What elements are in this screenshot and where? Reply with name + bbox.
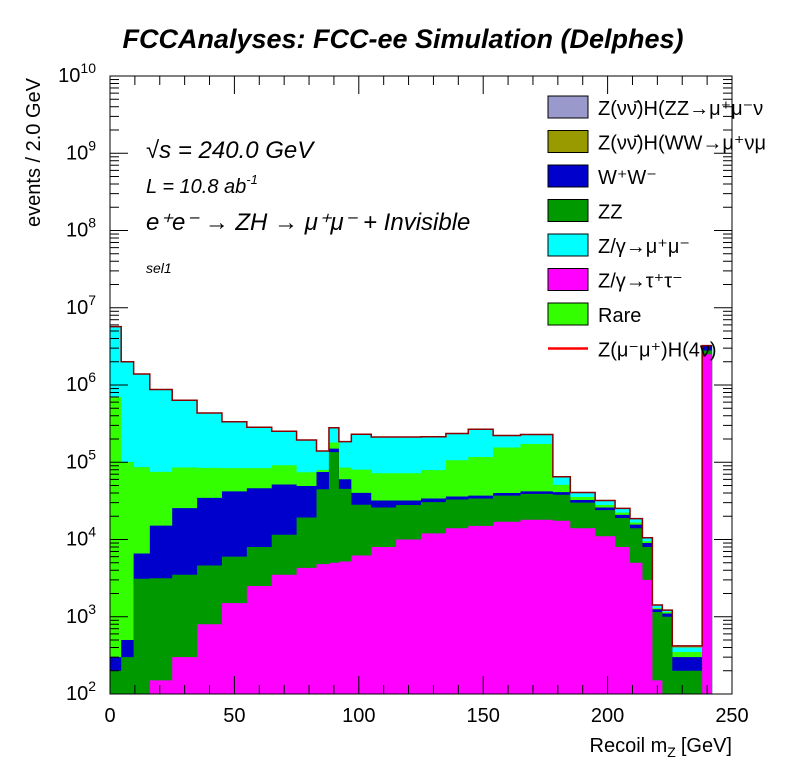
y-tick-label: 105: [66, 446, 96, 473]
legend-label: Z(νν̄)H(ZZ→μ⁺μ⁻ν: [598, 98, 763, 120]
x-tick-label: 150: [467, 705, 500, 727]
y-tick-label: 102: [66, 678, 96, 705]
y-tick-label: 107: [66, 292, 96, 319]
y-tick-label: 103: [66, 601, 96, 628]
legend-swatch: [547, 95, 589, 119]
legend-swatch: [547, 199, 589, 222]
legend: Z(νν̄)H(ZZ→μ⁺μ⁻ν Z(νν̄)H(WW→μ⁺νμ W⁺W⁻ ZZ Z/γ…: [547, 95, 766, 362]
legend-swatch: [547, 233, 589, 257]
legend-label: Z(μ⁻μ⁺)H(4ν): [598, 340, 717, 362]
y-tick-label: 106: [66, 369, 96, 396]
x-tick-labels: 0 50 100 150 200 250: [104, 705, 748, 727]
legend-entry-0: Z(νν̄)H(ZZ→μ⁺μ⁻ν: [547, 95, 763, 120]
stack-layers: [110, 325, 713, 694]
y-tick-label: 109: [66, 137, 96, 164]
y-tick-label: 104: [66, 524, 96, 551]
annotations: √s = 240.0 GeV L = 10.8 ab-1 e⁺e⁻ → ZH →…: [146, 137, 470, 276]
annotation-lumi-exp: -1: [246, 172, 258, 187]
legend-entry-7: Z(μ⁻μ⁺)H(4ν): [548, 340, 717, 362]
x-tick-label: 0: [104, 705, 115, 727]
x-axis-label-main: Recoil m: [590, 735, 668, 757]
annotation-lumi-text: L = 10.8 ab: [146, 176, 246, 198]
legend-label: Rare: [598, 305, 641, 327]
legend-swatch: [547, 302, 589, 326]
legend-entry-4: Z/γ→μ⁺μ⁻: [547, 233, 690, 258]
y-tick-label: 108: [66, 215, 96, 242]
annotation-process: e⁺e⁻ → ZH → μ⁺μ⁻ + Invisible: [146, 209, 470, 236]
axes: [109, 75, 733, 695]
legend-entry-5: Z/γ→τ⁺τ⁻: [547, 268, 683, 293]
annotation-sqrt-s: √s = 240.0 GeV: [146, 137, 315, 164]
legend-swatch: [547, 130, 589, 153]
y-tick-labels: 102 103 104 105 106 107 108 109 1010: [58, 60, 96, 705]
legend-label: ZZ: [598, 202, 622, 224]
x-tick-label: 50: [223, 705, 245, 727]
y-tick-label: 1010: [58, 60, 96, 87]
x-tick-label: 200: [591, 705, 624, 727]
y-axis-label: events / 2.0 GeV: [23, 77, 45, 227]
legend-label: Z/γ→μ⁺μ⁻: [598, 236, 690, 258]
series-area-0: [110, 354, 713, 694]
annotation-lumi: L = 10.8 ab-1: [146, 172, 258, 198]
legend-label: W⁺W⁻: [598, 167, 657, 189]
legend-label: Z(νν̄)H(WW→μ⁺νμ: [598, 133, 766, 155]
x-axis-label-unit: [GeV]: [681, 735, 732, 757]
stack-outline: [110, 325, 713, 647]
x-tick-label: 250: [715, 705, 748, 727]
x-axis-label: Recoil mZ [GeV]: [590, 735, 733, 760]
annotation-selection: sel1: [146, 260, 172, 276]
x-axis-label-sub: Z: [667, 744, 676, 760]
legend-entry-2: W⁺W⁻: [547, 164, 657, 189]
legend-swatch: [547, 164, 589, 188]
legend-swatch: [547, 268, 589, 291]
legend-entry-6: Rare: [547, 302, 641, 327]
legend-entry-3: ZZ: [547, 199, 622, 224]
chart-title: FCCAnalyses: FCC-ee Simulation (Delphes): [122, 24, 683, 54]
legend-label: Z/γ→τ⁺τ⁻: [598, 271, 683, 293]
x-tick-label: 100: [342, 705, 375, 727]
legend-entry-1: Z(νν̄)H(WW→μ⁺νμ: [547, 130, 766, 155]
